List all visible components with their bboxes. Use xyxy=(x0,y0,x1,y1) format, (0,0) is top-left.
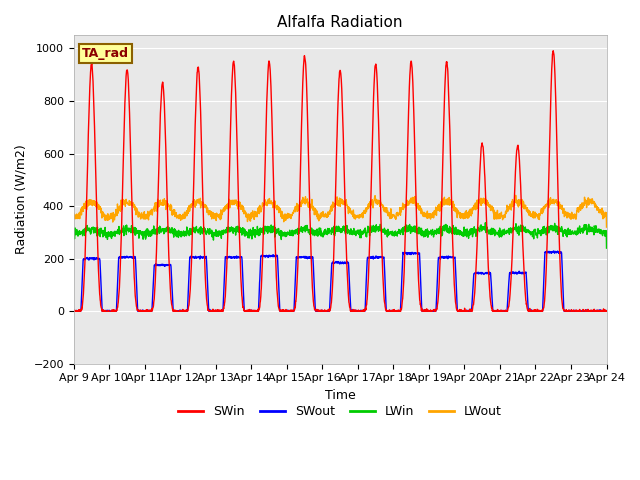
SWin xyxy=(367,186,375,192)
SWout xyxy=(219,308,227,314)
LWin xyxy=(70,232,77,238)
LWin xyxy=(556,225,563,230)
SWout xyxy=(70,308,78,314)
LWin xyxy=(355,231,363,237)
LWin xyxy=(367,223,374,228)
SWin xyxy=(70,307,77,313)
Title: Alfalfa Radiation: Alfalfa Radiation xyxy=(277,15,403,30)
X-axis label: Time: Time xyxy=(324,389,355,402)
SWin xyxy=(495,308,503,314)
LWin xyxy=(481,220,489,226)
LWout xyxy=(355,215,363,221)
Y-axis label: Radiation (W/m2): Radiation (W/m2) xyxy=(15,144,28,254)
Text: TA_rad: TA_rad xyxy=(82,47,129,60)
SWin xyxy=(356,308,364,314)
Line: LWout: LWout xyxy=(74,195,607,227)
SWin xyxy=(549,48,557,54)
LWout xyxy=(70,210,77,216)
LWout xyxy=(218,209,226,215)
SWout xyxy=(571,308,579,314)
SWin xyxy=(571,308,579,314)
LWout xyxy=(495,213,502,218)
LWout xyxy=(556,202,563,207)
SWout xyxy=(356,308,364,314)
LWout xyxy=(512,192,520,198)
Line: SWout: SWout xyxy=(74,251,607,311)
SWin xyxy=(556,255,564,261)
SWout xyxy=(70,308,77,313)
Legend: SWin, SWout, LWin, LWout: SWin, SWout, LWin, LWout xyxy=(173,400,507,423)
LWout xyxy=(571,213,579,218)
SWout xyxy=(603,308,611,313)
Line: LWin: LWin xyxy=(74,223,607,248)
LWout xyxy=(367,197,374,203)
LWin xyxy=(495,228,503,233)
SWin xyxy=(70,308,78,314)
LWin xyxy=(218,228,226,234)
LWin xyxy=(571,230,579,236)
SWout xyxy=(495,308,503,314)
SWout xyxy=(556,251,564,256)
LWin xyxy=(603,245,611,251)
LWout xyxy=(603,224,611,230)
SWout xyxy=(550,248,557,254)
SWout xyxy=(367,254,375,260)
SWin xyxy=(603,308,611,314)
Line: SWin: SWin xyxy=(74,51,607,311)
SWin xyxy=(219,308,227,314)
